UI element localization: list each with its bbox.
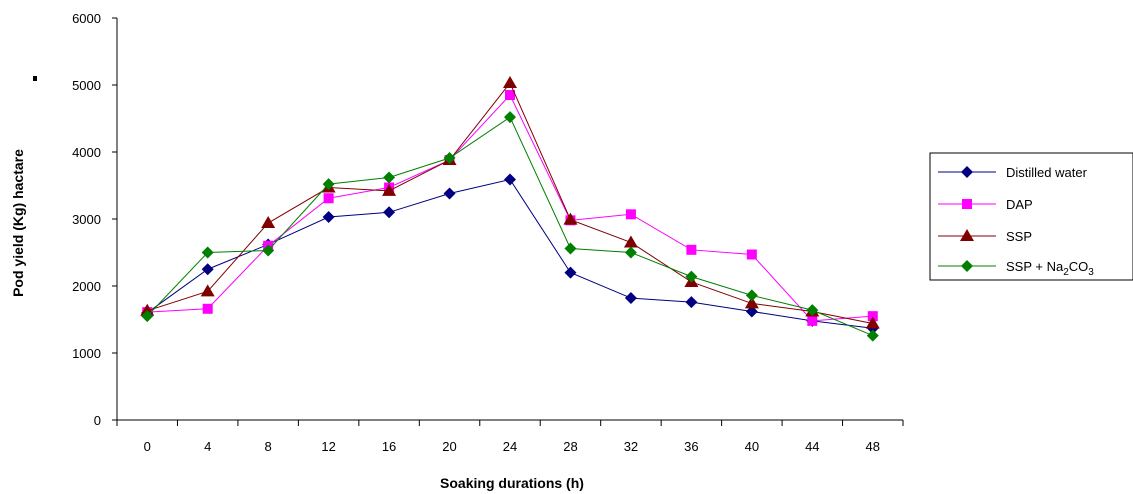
y-tick-label: 6000: [72, 11, 101, 26]
legend-marker: [960, 229, 974, 241]
legend-item: DAP: [938, 197, 1033, 212]
data-point: [686, 244, 697, 255]
x-tick-label: 24: [503, 439, 517, 454]
x-tick-label: 48: [866, 439, 880, 454]
x-tick-label: 4: [204, 439, 211, 454]
x-axis-title: Soaking durations (h): [440, 475, 584, 491]
legend-label-subscript: 3: [1088, 267, 1094, 278]
data-point: [504, 111, 516, 124]
data-point: [383, 171, 396, 184]
data-point: [744, 296, 759, 309]
y-tick-label: 3000: [72, 212, 101, 227]
y-tick-label: 4000: [72, 145, 101, 160]
x-tick-label: 40: [745, 439, 759, 454]
x-tick-label: 32: [624, 439, 638, 454]
x-tick-label: 44: [805, 439, 819, 454]
legend: Distilled water DAP SSP SSP + Na2CO3: [929, 152, 1133, 281]
legend-label: Distilled water: [1006, 165, 1088, 180]
stray-mark: [33, 76, 37, 81]
series-3: [141, 111, 879, 342]
x-tick-label: 28: [563, 439, 577, 454]
legend-label: DAP: [1006, 197, 1033, 212]
legend-item: SSP: [938, 229, 1032, 244]
data-point: [685, 270, 698, 283]
data-point: [202, 303, 213, 314]
data-point: [806, 304, 819, 317]
legend-item: Distilled water: [938, 165, 1088, 180]
legend-marker: [961, 260, 973, 272]
data-point: [141, 310, 154, 323]
data-point: [261, 216, 276, 229]
legend-label: SSP: [1006, 229, 1032, 244]
data-point: [443, 187, 456, 200]
data-point: [505, 90, 515, 101]
data-point: [624, 246, 637, 259]
data-point: [322, 178, 335, 191]
data-point: [625, 209, 636, 220]
data-point: [382, 183, 397, 196]
y-tick-label: 5000: [72, 78, 101, 93]
legend-label-subscript: 2: [1063, 267, 1069, 278]
legend-label-part: SSP + Na: [1006, 259, 1064, 274]
series-layer: [140, 75, 880, 342]
x-tick-label: 0: [144, 439, 151, 454]
data-point: [564, 266, 577, 279]
data-point: [564, 242, 577, 255]
y-tick-label: 1000: [72, 346, 101, 361]
legend-item: SSP + Na2CO3: [938, 259, 1094, 278]
series-2: [140, 75, 880, 329]
y-tick-label: 2000: [72, 279, 101, 294]
data-point: [323, 193, 334, 204]
data-point: [503, 75, 517, 88]
data-point: [866, 329, 879, 342]
data-point: [200, 284, 215, 297]
data-point: [262, 244, 275, 257]
data-point: [623, 235, 638, 248]
legend-marker: [961, 166, 973, 178]
y-tick-label: 0: [94, 413, 101, 428]
data-point: [201, 246, 214, 259]
x-tick-label: 20: [442, 439, 456, 454]
data-point: [322, 210, 335, 223]
x-tick-label: 16: [382, 439, 396, 454]
data-point: [383, 206, 396, 219]
data-point: [443, 152, 456, 165]
legend-marker: [962, 199, 972, 209]
x-tick-label: 36: [684, 439, 698, 454]
data-point: [807, 315, 818, 326]
data-point: [624, 292, 637, 305]
data-point: [865, 316, 880, 329]
data-point: [745, 305, 758, 318]
data-point: [867, 311, 878, 322]
y-axis-title: Pod yield (Kg) hactare: [10, 149, 26, 297]
data-point: [745, 289, 758, 302]
data-point: [201, 263, 214, 276]
legend-label: SSP + Na2CO3: [1006, 259, 1094, 278]
x-tick-label: 12: [321, 439, 335, 454]
legend-label-part: CO: [1069, 259, 1089, 274]
data-point: [685, 296, 698, 309]
data-point: [504, 173, 516, 186]
data-point: [746, 249, 757, 260]
data-point: [563, 212, 578, 225]
x-tick-label: 8: [265, 439, 272, 454]
